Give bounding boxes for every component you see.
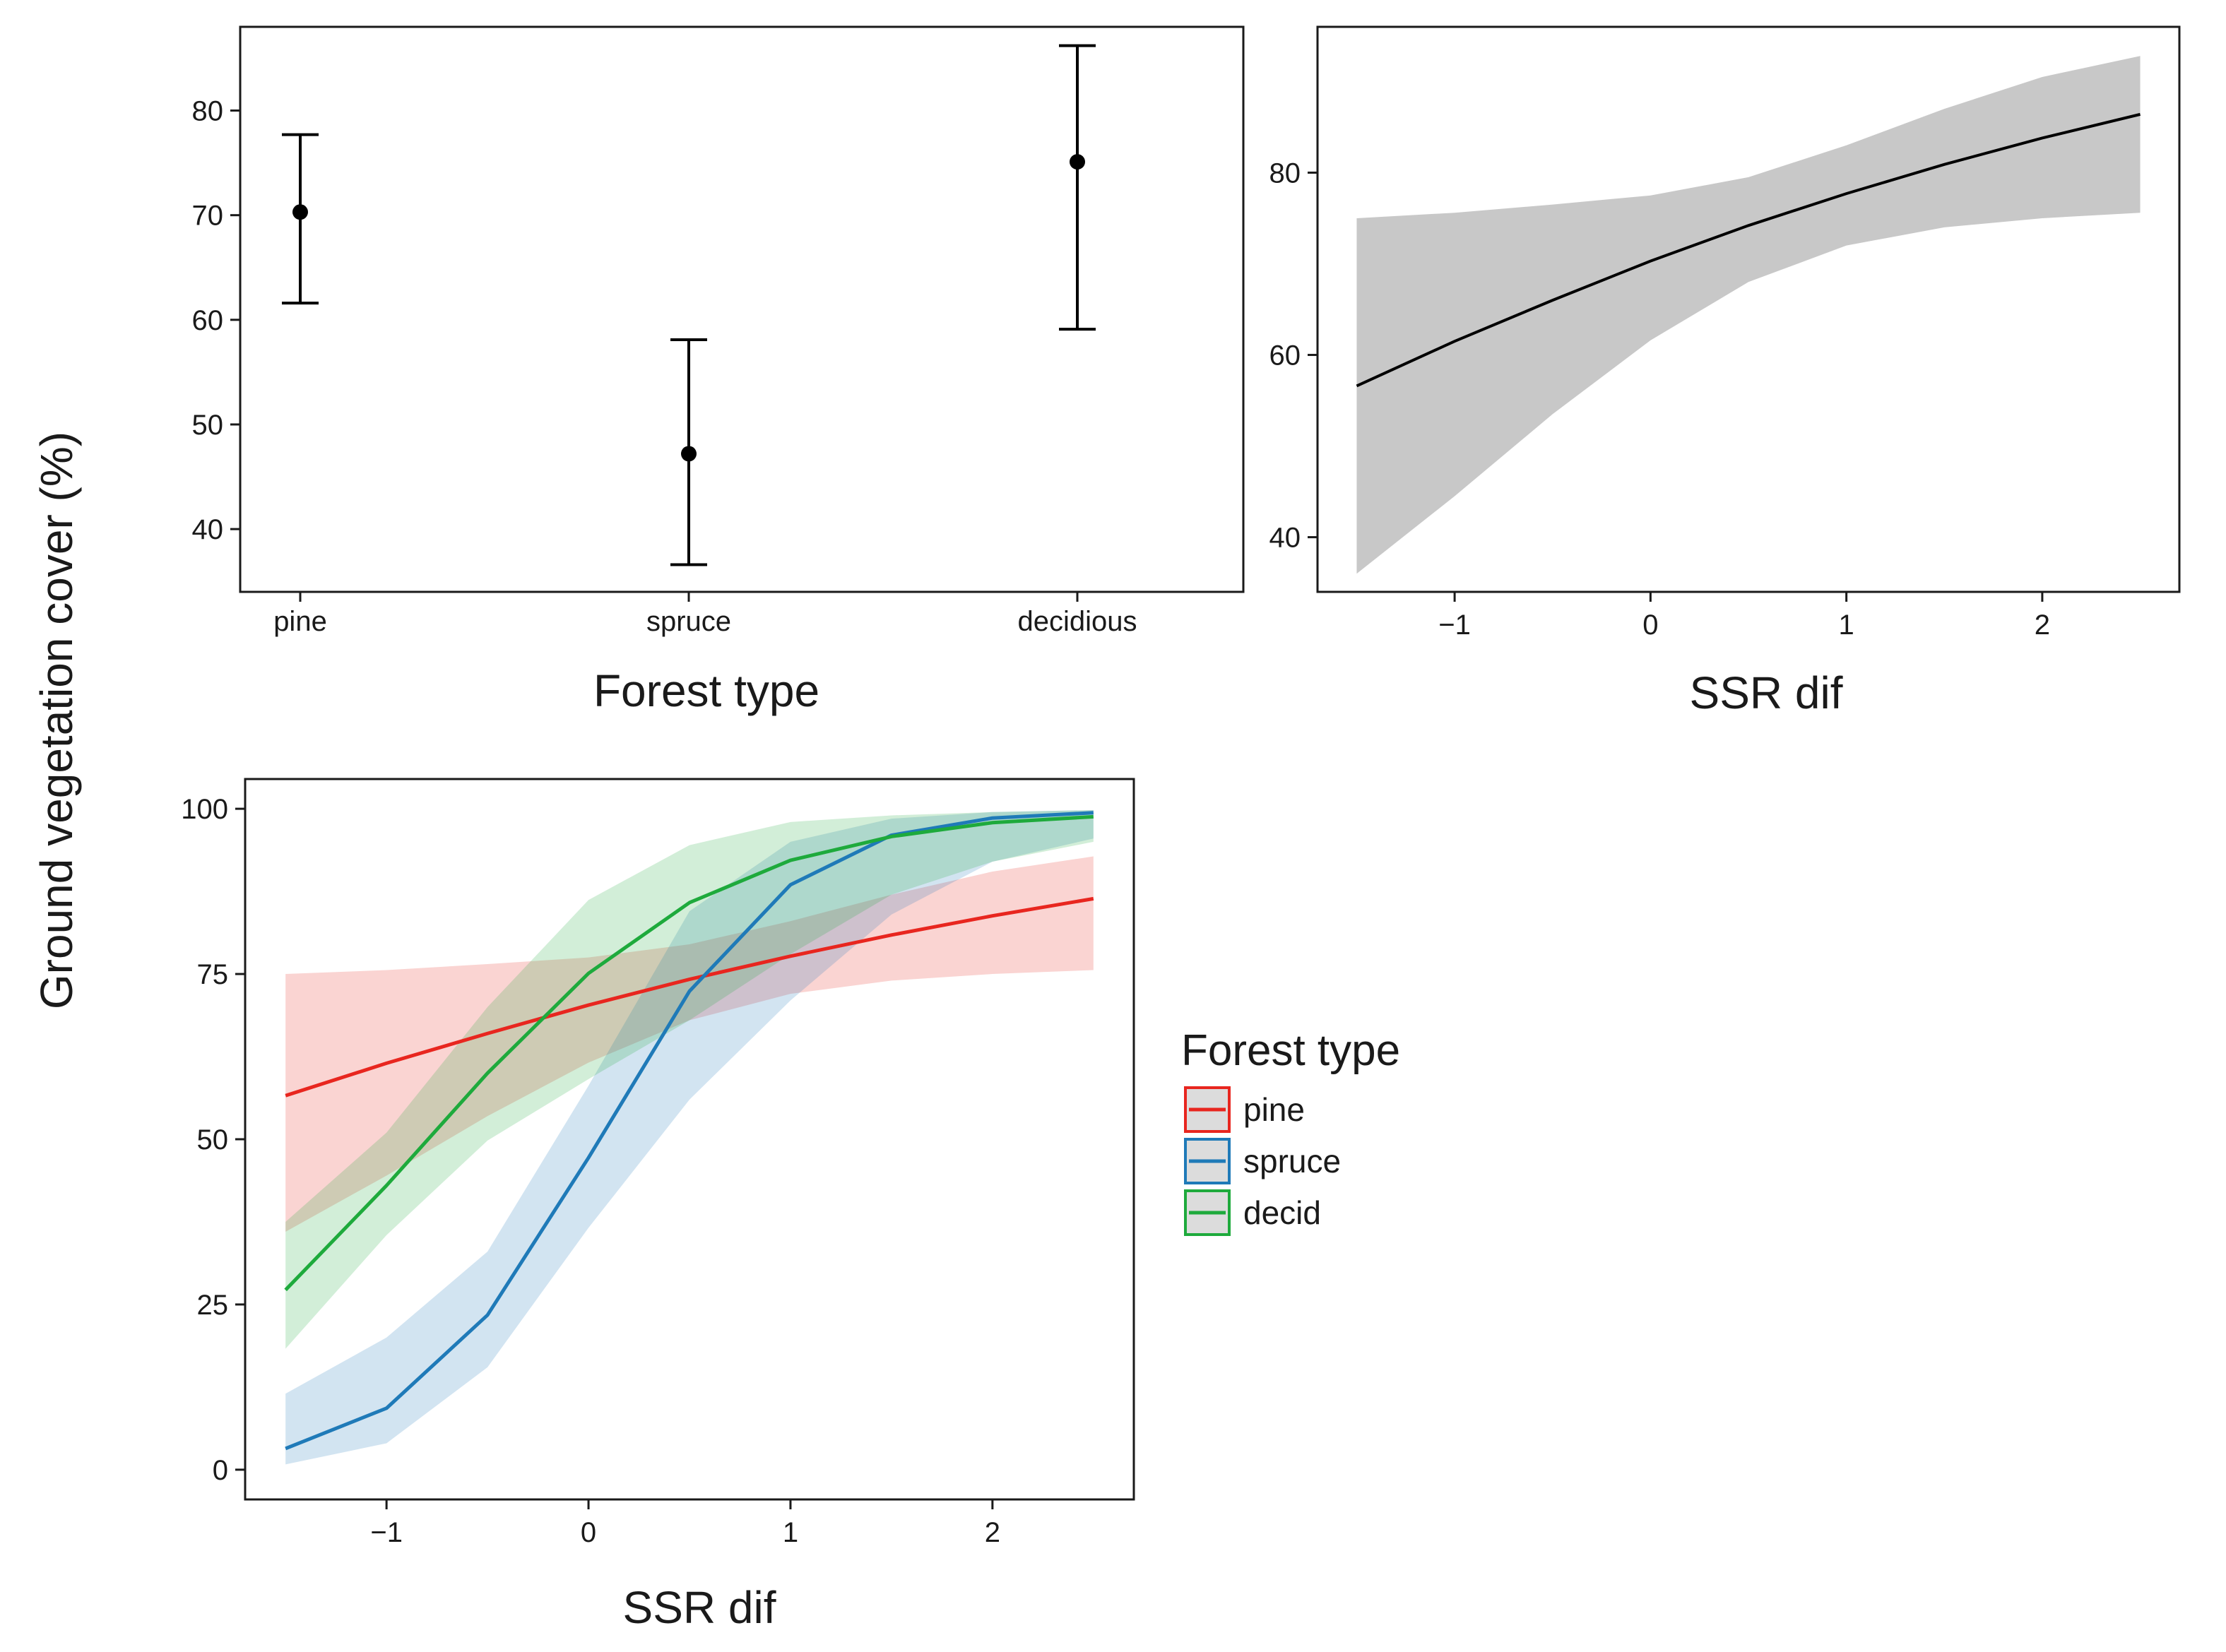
panel-c-y-tick-label: 50 — [197, 1124, 229, 1155]
series-line-spruce — [285, 811, 1094, 1451]
confidence-band-decid — [285, 809, 1094, 1349]
panel-a-x-tick-label: decidious — [1017, 606, 1137, 637]
panel-a-y-tick-label: 40 — [192, 514, 224, 545]
panel-c-x-ticks: −1 0 1 2 — [370, 1499, 1000, 1548]
panel-ssr-dif-by-forest-type: 0 25 50 75 100 −1 0 1 2 SSR dif Forest type pin… — [181, 778, 1400, 1633]
panel-c-y-ticks: 0 25 50 75 100 — [181, 794, 245, 1486]
panel-b-x-tick-label: 2 — [2035, 610, 2050, 641]
legend-items: pine spruce decid — [1184, 1086, 1341, 1236]
panel-a-y-tick-label: 50 — [192, 410, 224, 441]
panel-c-x-tick-label: 1 — [783, 1517, 798, 1548]
panel-a-y-tick-label: 80 — [192, 96, 224, 127]
confidence-band-spruce — [285, 809, 1094, 1465]
panel-a-y-tick-label: 70 — [192, 201, 224, 232]
panel-c-y-tick-label: 100 — [181, 794, 228, 825]
legend-label-decid: decid — [1243, 1194, 1321, 1231]
panel-b-y-tick-label: 80 — [1269, 158, 1301, 189]
panel-a-marks — [282, 44, 1096, 566]
fit-line — [1356, 112, 2141, 388]
panel-b-fit-line — [1356, 112, 2141, 388]
panel-c-x-tick-label: 2 — [985, 1517, 1000, 1548]
mean-point-pine — [292, 204, 308, 220]
confidence-band-polygon — [1356, 56, 2141, 574]
confidence-band-pine — [285, 856, 1094, 1232]
panel-ssr-dif: 40 60 80 −1 0 1 2 SSR dif — [1269, 25, 2181, 718]
panel-b-x-tick-label: 1 — [1839, 610, 1854, 641]
panel-b-plot-frame — [1316, 25, 2181, 593]
panel-b-x-ticks: −1 0 1 2 — [1438, 592, 2050, 641]
series-line-decid — [284, 814, 1094, 1292]
panel-b-x-tick-label: −1 — [1438, 610, 1471, 641]
panel-c-x-tick-label: 0 — [581, 1517, 596, 1548]
panel-a-x-axis-title: Forest type — [593, 665, 819, 716]
shared-y-axis-title: Ground vegetation cover (%) — [31, 432, 82, 1009]
panel-b-y-ticks: 40 60 80 — [1269, 158, 1318, 554]
panel-c-y-tick-label: 0 — [213, 1455, 228, 1486]
panel-b-confidence-band — [1356, 56, 2141, 574]
panel-a-y-ticks: 40 50 60 70 80 — [192, 96, 240, 545]
panel-c-y-tick-label: 25 — [197, 1290, 229, 1321]
legend-label-pine: pine — [1243, 1091, 1305, 1128]
panel-b-x-tick-label: 0 — [1642, 610, 1658, 641]
panel-a-x-tick-label: spruce — [646, 606, 731, 637]
series-line-pine — [285, 896, 1094, 1098]
panel-forest-type: 40 50 60 70 80 pine spruce decidious Forest ty… — [192, 25, 1245, 716]
mean-point-spruce — [681, 446, 697, 462]
panel-a-x-ticks: pine spruce decidious — [273, 592, 1137, 637]
panel-b-x-axis-title: SSR dif — [1690, 667, 1843, 718]
mean-point-decidious — [1070, 154, 1085, 170]
panel-b-y-tick-label: 40 — [1269, 523, 1301, 554]
panel-c-x-tick-label: −1 — [370, 1517, 403, 1548]
panel-a-plot-frame — [239, 25, 1245, 593]
panel-c-y-tick-label: 75 — [197, 959, 229, 990]
panel-a-x-tick-label: pine — [273, 606, 327, 637]
panel-c-series-lines — [284, 811, 1094, 1451]
legend: Forest type pine spruce decid — [1181, 1026, 1400, 1236]
legend-label-spruce: spruce — [1243, 1143, 1341, 1179]
panel-b-y-tick-label: 60 — [1269, 340, 1301, 372]
legend-title: Forest type — [1181, 1026, 1400, 1075]
panel-a-y-tick-label: 60 — [192, 305, 224, 336]
panel-c-confidence-bands — [285, 809, 1094, 1465]
panel-c-x-axis-title: SSR dif — [623, 1582, 776, 1633]
